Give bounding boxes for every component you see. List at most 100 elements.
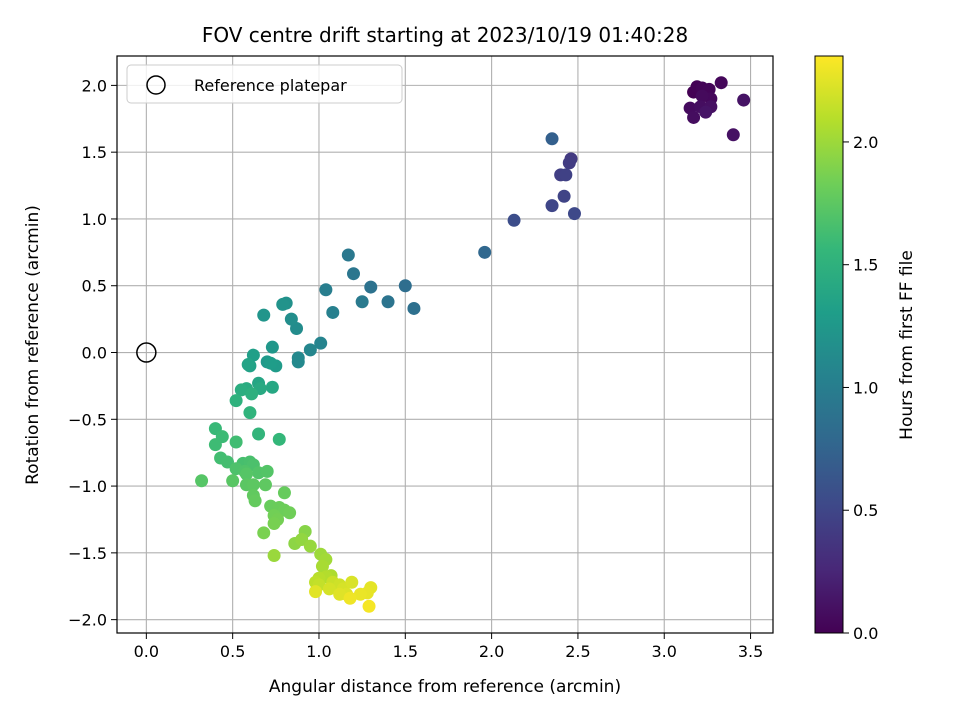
scatter-point: [283, 506, 297, 520]
scatter-point: [333, 587, 347, 601]
y-tick-label: 1.0: [82, 210, 107, 229]
colorbar-ticks: 0.0 0.5 1.0 1.5 2.0: [843, 133, 878, 643]
scatter-point: [314, 336, 328, 350]
scatter-point: [265, 380, 279, 394]
chart-title: FOV centre drift starting at 2023/10/19 …: [202, 23, 688, 47]
scatter-point: [315, 559, 329, 573]
y-axis-label: Rotation from reference (arcmin): [23, 205, 43, 485]
legend-hollow-circle-icon: [146, 75, 166, 95]
y-tick-label: 2.0: [82, 76, 107, 95]
scatter-point: [252, 427, 266, 441]
x-tick-label: 3.0: [652, 642, 677, 661]
scatter-point: [545, 132, 559, 146]
scatter-point: [726, 128, 740, 142]
x-axis-label: Angular distance from reference (arcmin): [269, 677, 621, 697]
x-axis-ticks: 0.0 0.5 1.0 1.5 2.0 2.5 3.0 3.5: [134, 633, 763, 661]
y-tick-label: 0.0: [82, 344, 107, 363]
scatter-point: [241, 358, 255, 372]
scatter-point: [303, 343, 317, 357]
colorbar-label: Hours from first FF file: [897, 250, 917, 440]
scatter-point: [557, 189, 571, 203]
colorbar-tick-label: 1.5: [853, 256, 878, 275]
y-axis-ticks: −2.0 −1.5 −1.0 −0.5 0.0 0.5 1.0 1.5 2.0: [68, 76, 117, 630]
scatter-point: [562, 156, 576, 170]
scatter-point: [258, 478, 272, 492]
y-tick-label: −2.0: [68, 611, 107, 630]
y-tick-label: 1.5: [82, 143, 107, 162]
colorbar-tick-label: 1.0: [853, 378, 878, 397]
scatter-point: [257, 526, 271, 540]
colorbar-tick-label: 0.5: [853, 501, 878, 520]
scatter-point: [195, 474, 209, 488]
scatter-point: [567, 207, 581, 221]
grid: [117, 56, 773, 633]
colorbar: [814, 55, 844, 634]
reference-platepar-point: [136, 342, 157, 363]
y-tick-label: 0.5: [82, 277, 107, 296]
scatter-point: [737, 93, 751, 107]
scatter-point: [229, 435, 243, 449]
scatter-point: [272, 432, 286, 446]
scatter-point: [714, 76, 728, 90]
scatter-point: [257, 308, 271, 322]
scatter-points: [195, 76, 751, 613]
x-tick-label: 1.5: [393, 642, 418, 661]
scatter-point: [303, 539, 317, 553]
scatter-point: [326, 305, 340, 319]
scatter-point: [695, 89, 709, 103]
colorbar-tick-label: 2.0: [853, 133, 878, 152]
x-tick-label: 3.5: [738, 642, 763, 661]
scatter-point: [355, 295, 369, 309]
scatter-point: [248, 494, 262, 508]
legend: Reference platepar: [126, 64, 403, 104]
scatter-point: [246, 478, 260, 492]
scatter-point: [267, 549, 281, 563]
legend-box: [126, 64, 403, 104]
scatter-point: [345, 575, 359, 589]
scatter-point: [208, 438, 222, 452]
scatter-point: [478, 245, 492, 259]
scatter-point: [309, 585, 323, 599]
scatter-point: [229, 394, 243, 408]
colorbar-tick-label: 0.0: [853, 624, 878, 643]
scatter-point: [687, 110, 701, 124]
scatter-point: [277, 486, 291, 500]
scatter-point: [284, 312, 298, 326]
legend-label: Reference platepar: [194, 76, 347, 95]
scatter-point: [260, 464, 274, 478]
scatter-point: [245, 387, 259, 401]
scatter-point: [265, 340, 279, 354]
x-tick-label: 0.5: [220, 642, 245, 661]
scatter-point: [407, 301, 421, 315]
scatter-point: [226, 474, 240, 488]
scatter-point: [322, 582, 336, 596]
scatter-point: [264, 356, 278, 370]
scatter-point: [364, 280, 378, 294]
scatter-point: [545, 199, 559, 213]
y-tick-label: −0.5: [68, 410, 107, 429]
scatter-point: [353, 587, 367, 601]
x-tick-label: 2.5: [565, 642, 590, 661]
y-tick-label: −1.5: [68, 544, 107, 563]
scatter-point: [343, 591, 357, 605]
scatter-point: [267, 516, 281, 530]
scatter-point: [276, 297, 290, 311]
scatter-point: [234, 383, 248, 397]
reference-marker: [136, 342, 157, 363]
scatter-point: [699, 105, 713, 119]
scatter-point: [362, 599, 376, 613]
scatter-point: [319, 283, 333, 297]
plot-frame: [116, 55, 774, 634]
scatter-point: [398, 279, 412, 293]
scatter-point: [507, 213, 521, 227]
x-tick-label: 0.0: [134, 642, 159, 661]
scatter-point: [341, 248, 355, 262]
scatter-point: [559, 168, 573, 182]
y-tick-label: −1.0: [68, 477, 107, 496]
scatter-point: [381, 295, 395, 309]
scatter-point: [347, 267, 361, 281]
x-tick-label: 1.0: [306, 642, 331, 661]
scatter-point: [239, 467, 253, 481]
x-tick-label: 2.0: [479, 642, 504, 661]
